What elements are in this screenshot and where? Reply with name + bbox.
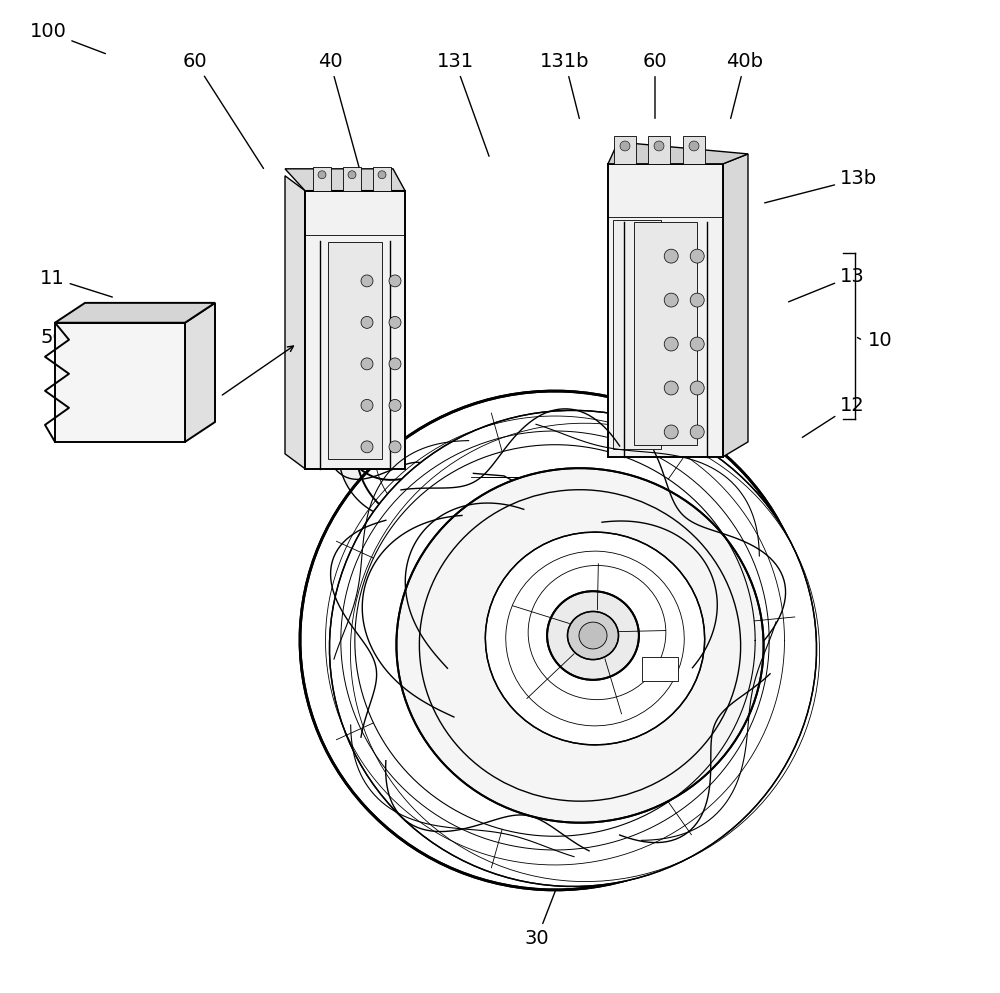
Ellipse shape bbox=[547, 591, 639, 680]
Circle shape bbox=[689, 141, 699, 151]
Circle shape bbox=[361, 317, 373, 329]
FancyBboxPatch shape bbox=[613, 220, 661, 449]
Polygon shape bbox=[608, 142, 748, 164]
Polygon shape bbox=[723, 154, 748, 457]
FancyBboxPatch shape bbox=[683, 136, 705, 164]
FancyBboxPatch shape bbox=[343, 167, 361, 191]
Text: 40: 40 bbox=[318, 52, 359, 168]
Circle shape bbox=[664, 337, 678, 351]
Circle shape bbox=[318, 171, 326, 179]
Polygon shape bbox=[550, 467, 660, 563]
Circle shape bbox=[690, 425, 704, 439]
FancyBboxPatch shape bbox=[313, 167, 331, 191]
Circle shape bbox=[664, 425, 678, 439]
Circle shape bbox=[389, 441, 401, 453]
FancyBboxPatch shape bbox=[373, 167, 391, 191]
FancyBboxPatch shape bbox=[634, 222, 697, 445]
Text: 100: 100 bbox=[30, 22, 105, 54]
Circle shape bbox=[664, 249, 678, 263]
Text: 13: 13 bbox=[789, 266, 865, 302]
Text: 30: 30 bbox=[525, 869, 564, 948]
Ellipse shape bbox=[329, 410, 817, 887]
Text: 60: 60 bbox=[643, 52, 667, 118]
Circle shape bbox=[361, 441, 373, 453]
Circle shape bbox=[378, 171, 386, 179]
Circle shape bbox=[389, 317, 401, 329]
Text: 131b: 131b bbox=[540, 52, 590, 118]
FancyBboxPatch shape bbox=[648, 136, 670, 164]
Text: 40b: 40b bbox=[726, 52, 764, 118]
Polygon shape bbox=[285, 169, 405, 191]
Circle shape bbox=[389, 357, 401, 369]
Circle shape bbox=[654, 141, 664, 151]
Circle shape bbox=[690, 381, 704, 395]
Circle shape bbox=[389, 399, 401, 411]
Polygon shape bbox=[285, 176, 305, 469]
Circle shape bbox=[361, 399, 373, 411]
Text: 12: 12 bbox=[802, 395, 865, 437]
Ellipse shape bbox=[485, 532, 705, 745]
Polygon shape bbox=[340, 467, 504, 521]
Polygon shape bbox=[55, 303, 215, 323]
Circle shape bbox=[690, 293, 704, 307]
Ellipse shape bbox=[568, 612, 619, 659]
Circle shape bbox=[389, 275, 401, 287]
Circle shape bbox=[361, 275, 373, 287]
FancyBboxPatch shape bbox=[328, 242, 382, 459]
Circle shape bbox=[361, 357, 373, 369]
Text: 50: 50 bbox=[40, 328, 122, 368]
Polygon shape bbox=[335, 463, 466, 480]
Text: 131: 131 bbox=[436, 52, 489, 156]
FancyBboxPatch shape bbox=[608, 164, 723, 457]
Ellipse shape bbox=[396, 468, 764, 823]
FancyBboxPatch shape bbox=[642, 657, 678, 681]
Circle shape bbox=[664, 381, 678, 395]
Ellipse shape bbox=[300, 391, 810, 890]
Circle shape bbox=[620, 141, 630, 151]
FancyBboxPatch shape bbox=[614, 136, 636, 164]
Text: 10: 10 bbox=[868, 331, 893, 351]
Circle shape bbox=[664, 293, 678, 307]
Circle shape bbox=[690, 337, 704, 351]
Text: 60: 60 bbox=[183, 52, 264, 169]
Polygon shape bbox=[631, 457, 805, 645]
Text: 13b: 13b bbox=[765, 169, 877, 203]
Text: 11: 11 bbox=[40, 268, 112, 297]
Circle shape bbox=[690, 249, 704, 263]
Ellipse shape bbox=[579, 622, 607, 649]
FancyBboxPatch shape bbox=[305, 191, 405, 469]
Circle shape bbox=[348, 171, 356, 179]
Polygon shape bbox=[185, 303, 215, 442]
FancyBboxPatch shape bbox=[55, 323, 185, 442]
